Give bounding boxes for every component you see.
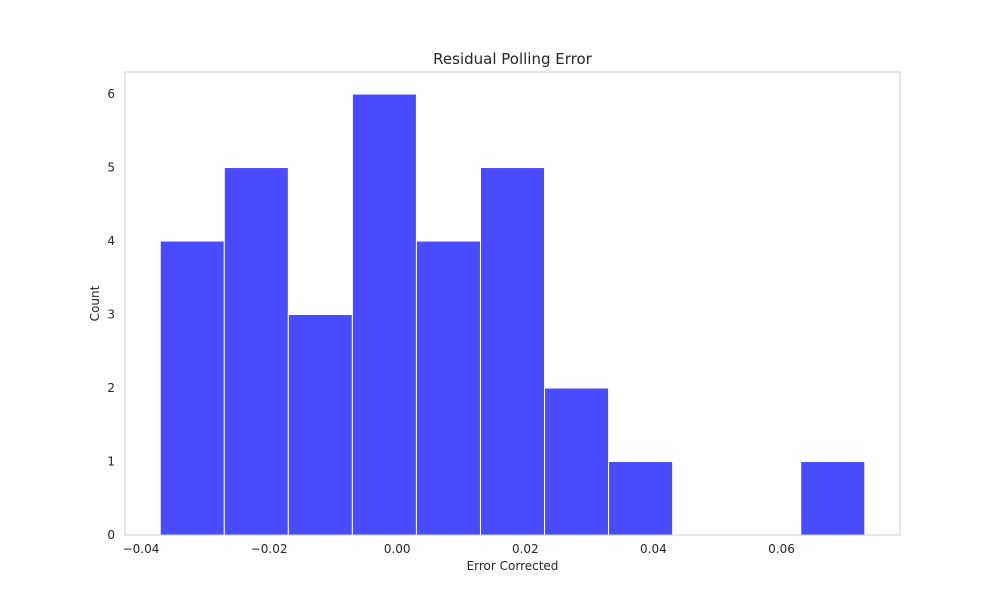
histogram-bar-6 [544,387,610,536]
y-tick-label: 0 [107,528,115,542]
histogram-bar-3 [351,93,417,536]
histogram-bar-0 [159,240,225,536]
chart-title: Residual Polling Error [433,50,592,68]
y-tick-label: 3 [107,308,115,322]
y-tick-label: 6 [107,87,115,101]
histogram-bar-7 [608,461,674,536]
y-tick-label: 1 [107,455,115,469]
y-tick-label: 2 [107,381,115,395]
histogram-bar-5 [479,167,546,536]
histogram-bar-4 [415,240,481,536]
x-axis-ticks: −0.04 −0.02 0.00 0.02 0.04 0.06 [123,542,795,556]
bars-group [159,93,866,536]
y-tick-label: 4 [107,234,115,248]
y-axis-ticks: 0 1 2 3 4 5 6 [107,87,115,542]
y-tick-label: 5 [107,161,115,175]
histogram-bar-1 [223,167,289,536]
x-tick-label: 0.02 [512,542,539,556]
x-tick-label: −0.02 [251,542,288,556]
y-axis-label: Count [88,285,102,321]
plot-frame [124,71,901,536]
histogram-bar-10 [800,461,866,536]
histogram-bar-2 [287,314,353,536]
x-axis-label: Error Corrected [467,559,559,573]
x-tick-label: 0.04 [640,542,667,556]
x-tick-label: 0.06 [768,542,795,556]
x-tick-label: −0.04 [123,542,160,556]
x-tick-label: 0.00 [384,542,411,556]
